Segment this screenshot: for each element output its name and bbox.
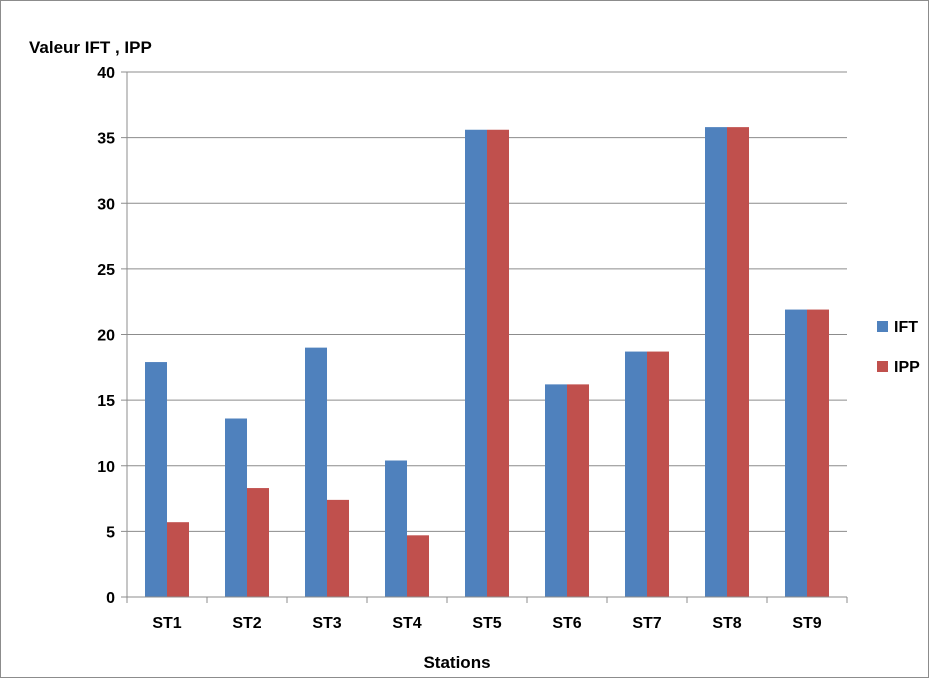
- bar-ipp-st9: [807, 309, 829, 597]
- bar-ift-st1: [145, 362, 167, 597]
- y-tick-label: 10: [97, 459, 115, 476]
- x-tick-label: ST3: [312, 615, 341, 632]
- tick-labels: 0 5 10 15 20 25 30 35 40 ST1 ST2 ST3 ST4 ST5 ST6 ST7 ST8…: [97, 65, 822, 632]
- y-tick-label: 0: [106, 590, 115, 607]
- bar-ipp-st3: [327, 499, 349, 597]
- bar-ipp-st1: [167, 522, 189, 597]
- y-tick-label: 35: [97, 131, 115, 148]
- bar-ift-st7: [625, 351, 647, 597]
- bar-ift-st8: [705, 127, 727, 597]
- bar-ipp-st2: [247, 488, 269, 597]
- bar-ipp-st8: [727, 127, 749, 597]
- bar-ift-st2: [225, 418, 247, 597]
- bar-ipp-st5: [487, 129, 509, 597]
- y-tick-label: 15: [97, 393, 115, 410]
- legend: IFT IPP: [877, 319, 920, 376]
- y-tick-label: 20: [97, 328, 115, 345]
- y-tick-label: 40: [97, 65, 115, 82]
- x-tick-label: ST4: [392, 615, 421, 632]
- legend-swatch-ift: [877, 321, 888, 332]
- bar-ift-st4: [385, 460, 407, 597]
- y-tick-label: 5: [106, 524, 115, 541]
- bar-ipp-st4: [407, 535, 429, 597]
- x-tick-label: ST7: [632, 615, 661, 632]
- legend-label-ipp: IPP: [894, 359, 920, 376]
- bars: [145, 127, 829, 597]
- x-tick-label: ST1: [152, 615, 181, 632]
- legend-label-ift: IFT: [894, 319, 918, 336]
- x-tick-label: ST8: [712, 615, 741, 632]
- bar-ift-st9: [785, 309, 807, 597]
- legend-swatch-ipp: [877, 361, 888, 372]
- bar-ift-st5: [465, 129, 487, 597]
- bar-ipp-st7: [647, 351, 669, 597]
- x-axis-title: Stations: [423, 653, 490, 672]
- axes: [121, 71, 848, 603]
- y-axis-title: Valeur IFT , IPP: [29, 38, 152, 57]
- bar-ift-st3: [305, 347, 327, 597]
- x-tick-label: ST5: [472, 615, 501, 632]
- x-tick-label: ST2: [232, 615, 261, 632]
- x-tick-label: ST9: [792, 615, 821, 632]
- x-tick-label: ST6: [552, 615, 581, 632]
- y-tick-label: 25: [97, 262, 115, 279]
- bar-ift-st6: [545, 384, 567, 597]
- bar-ipp-st6: [567, 384, 589, 597]
- y-tick-label: 30: [97, 196, 115, 213]
